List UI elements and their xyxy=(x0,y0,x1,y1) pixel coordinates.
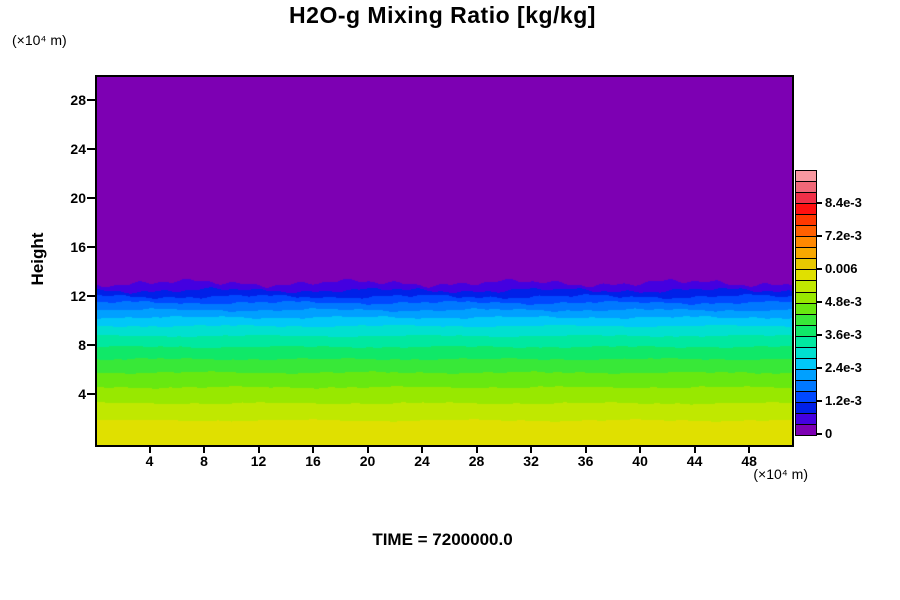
colorbar-cell xyxy=(796,369,816,381)
colorbar-tick-mark xyxy=(817,202,822,204)
colorbar-tick-label: 8.4e-3 xyxy=(825,195,862,210)
x-tick-mark xyxy=(748,445,751,453)
colorbar-tick-mark xyxy=(817,268,822,270)
x-tick-mark xyxy=(257,445,260,453)
colorbar xyxy=(795,170,817,436)
y-tick-label: 24 xyxy=(70,140,86,157)
y-tick-mark xyxy=(87,147,95,150)
colorbar-cell xyxy=(796,226,816,238)
x-tick-label: 28 xyxy=(468,453,485,469)
colorbar-cell xyxy=(796,380,816,392)
colorbar-cell xyxy=(796,336,816,348)
x-tick-mark xyxy=(530,445,533,453)
colorbar-cell xyxy=(796,358,816,370)
colorbar-tick-mark xyxy=(817,235,822,237)
colorbar-tick-label: 7.2e-3 xyxy=(825,228,862,243)
y-tick-label: 12 xyxy=(70,287,86,304)
colorbar-tick-label: 3.6e-3 xyxy=(825,327,862,342)
y-tick-mark xyxy=(87,196,95,199)
colorbar-cell xyxy=(796,414,816,426)
colorbar-cell xyxy=(796,171,816,183)
y-tick-label: 28 xyxy=(70,91,86,108)
colorbar-tick-label: 0 xyxy=(825,426,833,441)
colorbar-cell xyxy=(796,347,816,359)
colorbar-tick-label: 4.8e-3 xyxy=(825,294,862,309)
x-tick-mark xyxy=(203,445,206,453)
y-tick-mark xyxy=(87,343,95,346)
colorbar-cell xyxy=(796,215,816,227)
colorbar-tick-label: 2.4e-3 xyxy=(825,360,862,375)
colorbar-tick-label: 0.006 xyxy=(825,261,858,276)
x-tick-label: 12 xyxy=(250,453,267,469)
colorbar-cell xyxy=(796,314,816,326)
y-tick-mark xyxy=(87,294,95,297)
y-tick-label: 8 xyxy=(78,336,86,353)
colorbar-tick-mark xyxy=(817,400,822,402)
colorbar-cell xyxy=(796,259,816,271)
colorbar-cell xyxy=(796,248,816,260)
colorbar-tick-mark xyxy=(817,367,822,369)
colorbar-cell xyxy=(796,182,816,194)
y-tick-mark xyxy=(87,392,95,395)
time-label: TIME = 7200000.0 xyxy=(372,530,513,549)
x-tick-label: 32 xyxy=(523,453,539,469)
x-tick-mark xyxy=(584,445,587,453)
x-tick-label: 48 xyxy=(741,453,757,469)
colorbar-tick-mark xyxy=(817,334,822,336)
x-tick-label: 36 xyxy=(577,453,594,469)
x-tick-mark xyxy=(475,445,478,453)
x-tick-mark xyxy=(421,445,424,453)
colorbar-cell xyxy=(796,281,816,293)
x-tick-label: 8 xyxy=(200,453,208,469)
colorbar-cell xyxy=(796,325,816,337)
colorbar-tick-mark xyxy=(817,301,822,303)
y-tick-label: 16 xyxy=(70,238,86,255)
colorbar-cell xyxy=(796,391,816,403)
colorbar-cell xyxy=(796,292,816,304)
colorbar-tick-label: 1.2e-3 xyxy=(825,393,862,408)
chart-title: H2O-g Mixing Ratio [kg/kg] xyxy=(289,2,596,28)
y-tick-mark xyxy=(87,245,95,248)
x-tick-label: 40 xyxy=(632,453,648,469)
colorbar-cell xyxy=(796,425,816,436)
colorbar-tick-mark xyxy=(817,433,822,435)
y-tick-mark xyxy=(87,98,95,101)
colorbar-cell xyxy=(796,402,816,415)
contour-canvas xyxy=(97,77,792,445)
x-tick-mark xyxy=(148,445,151,453)
x-tick-mark xyxy=(366,445,369,453)
plot-frame xyxy=(95,75,794,447)
x-tick-label: 4 xyxy=(145,453,154,469)
x-tick-label: 24 xyxy=(414,453,430,469)
colorbar-cell xyxy=(796,204,816,216)
y-tick-label: 20 xyxy=(70,189,86,206)
y-axis-units-label: (×10⁴ m) xyxy=(12,32,67,48)
colorbar-cell xyxy=(796,193,816,205)
x-tick-label: 20 xyxy=(359,453,376,469)
x-tick-mark xyxy=(693,445,696,453)
x-tick-mark xyxy=(312,445,315,453)
x-tick-label: 44 xyxy=(686,453,703,469)
y-tick-label: 4 xyxy=(78,385,86,402)
colorbar-cell xyxy=(796,237,816,249)
colorbar-cell xyxy=(796,303,816,315)
colorbar-cell xyxy=(796,270,816,282)
x-axis-units-label: (×10⁴ m) xyxy=(753,466,808,482)
x-tick-label: 16 xyxy=(305,453,321,469)
x-tick-mark xyxy=(639,445,642,453)
